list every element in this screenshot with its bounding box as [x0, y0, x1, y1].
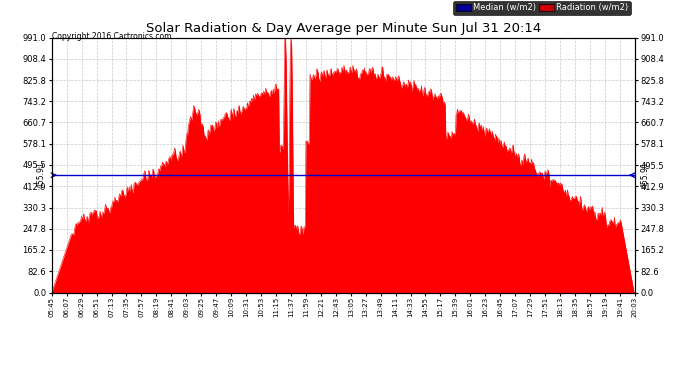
Text: Copyright 2016 Cartronics.com: Copyright 2016 Cartronics.com — [52, 32, 172, 41]
Title: Solar Radiation & Day Average per Minute Sun Jul 31 20:14: Solar Radiation & Day Average per Minute… — [146, 22, 541, 35]
Legend: Median (w/m2), Radiation (w/m2): Median (w/m2), Radiation (w/m2) — [453, 1, 631, 15]
Text: 455.91: 455.91 — [37, 162, 46, 189]
Text: 455.91: 455.91 — [640, 162, 649, 189]
